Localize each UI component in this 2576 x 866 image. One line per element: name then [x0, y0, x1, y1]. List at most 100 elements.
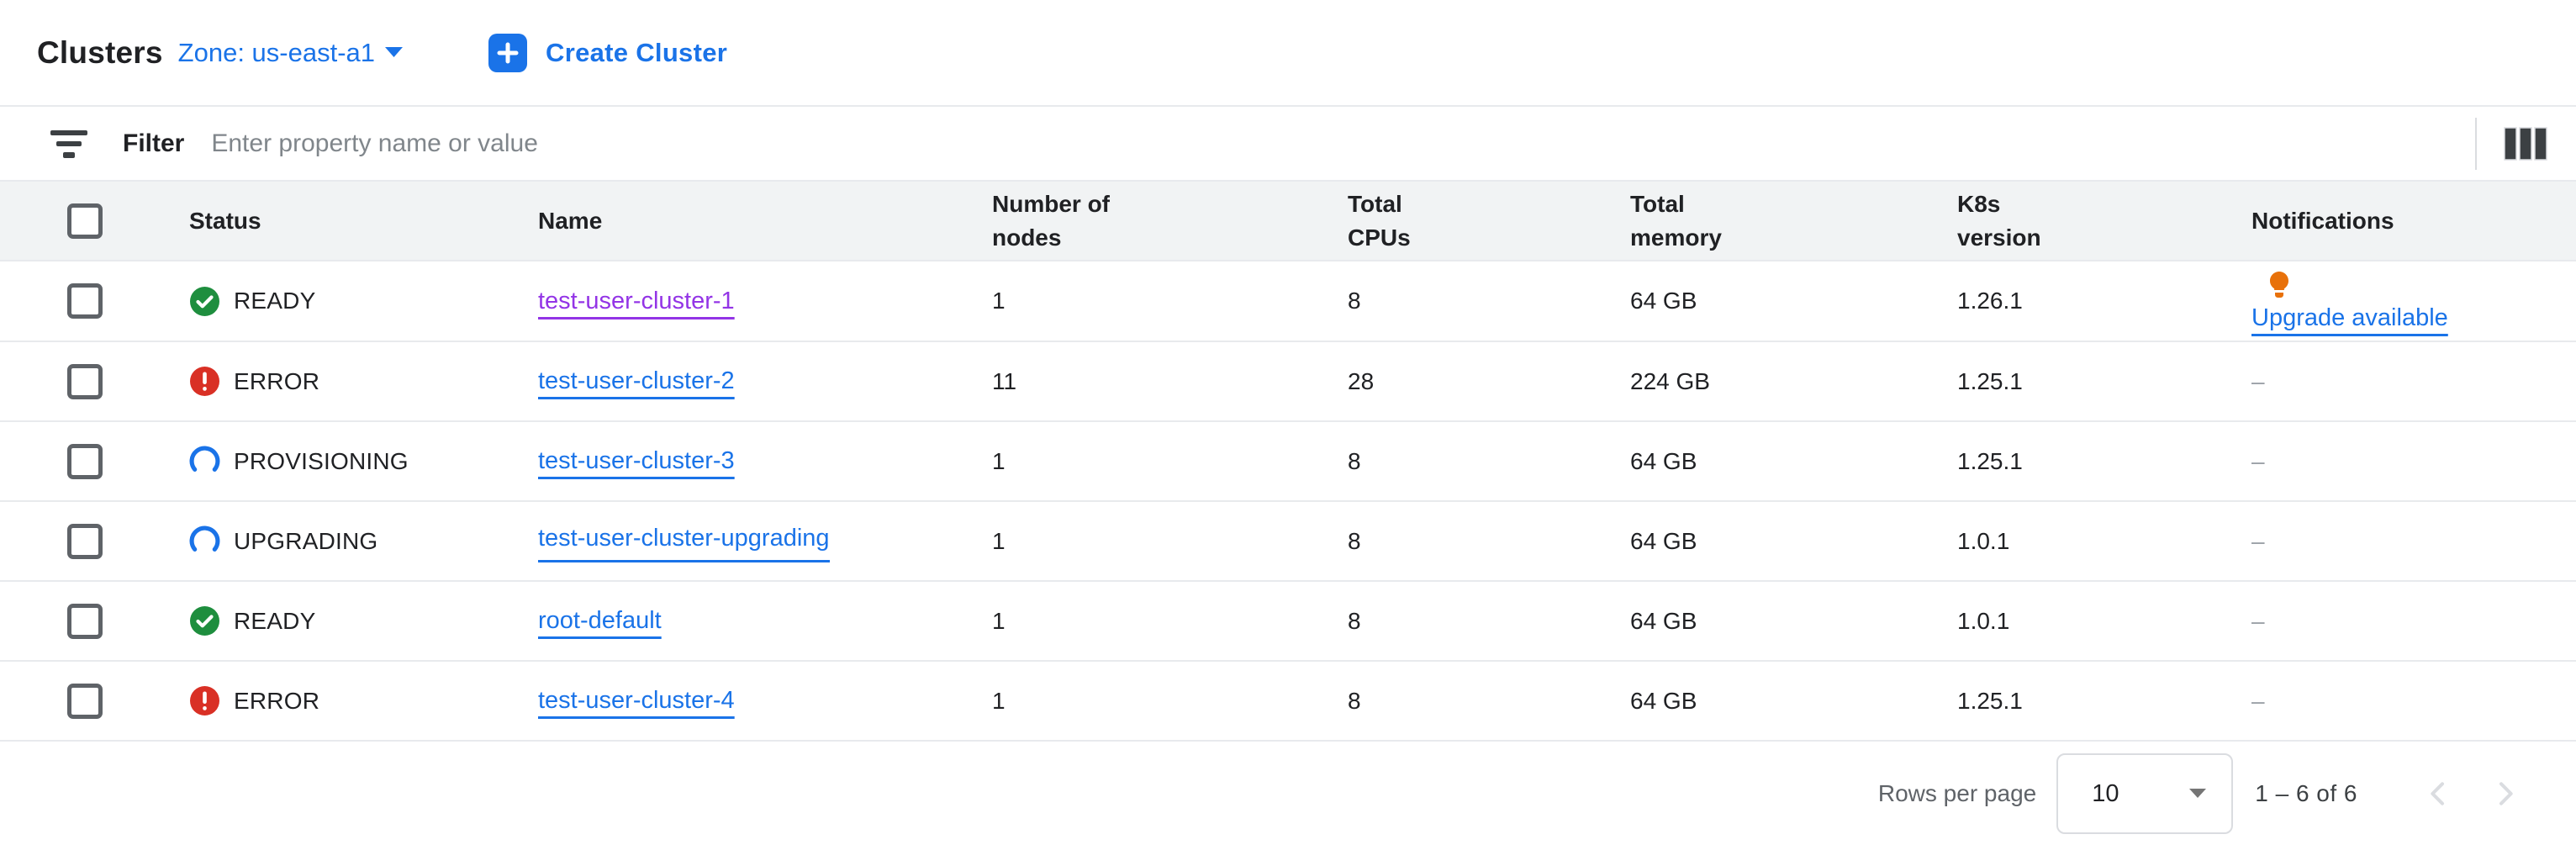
zone-selector-label: Zone: us-east-a1: [177, 37, 376, 67]
add-icon: [488, 33, 528, 72]
check-circle-icon: [190, 606, 219, 636]
table-header-row: Status Name Number of nodes Total CPUs T…: [0, 182, 2576, 261]
nodes-cell: 1: [992, 607, 1006, 634]
chevron-left-icon: [2431, 782, 2444, 805]
name-cell: test-user-cluster-upgrading: [538, 502, 992, 580]
rows-per-page-label: Rows per page: [1877, 780, 2037, 806]
rows-per-page-value: 10: [2092, 779, 2119, 807]
error-circle-icon: [190, 367, 219, 396]
row-checkbox[interactable]: [67, 523, 103, 559]
cluster-name-link[interactable]: test-user-cluster-2: [538, 367, 735, 394]
status-cell: READY: [189, 582, 538, 660]
nodes-cell: 1: [992, 687, 1006, 714]
table-body: READY test-user-cluster-1 1 8 64 GB 1.26.1 Upg…: [0, 261, 2576, 742]
cpus-cell: 8: [1348, 527, 1361, 554]
status-label: READY: [234, 607, 316, 634]
previous-page-button[interactable]: [2421, 777, 2455, 811]
notifications-cell: –: [2251, 502, 2576, 580]
lightbulb-icon: [2270, 272, 2288, 298]
select-all-checkbox[interactable]: [67, 203, 103, 239]
cluster-name-link[interactable]: test-user-cluster-1: [538, 287, 735, 314]
zone-selector[interactable]: Zone: us-east-a1: [177, 37, 404, 68]
filter-icon: [50, 129, 87, 158]
k8s-version-cell: 1.0.1: [1957, 527, 2010, 554]
table-row: READY test-user-cluster-1 1 8 64 GB 1.26.1 Upg…: [0, 261, 2576, 342]
check-circle-icon: [190, 286, 219, 316]
create-cluster-button[interactable]: Create Cluster: [488, 33, 728, 72]
memory-cell: 64 GB: [1630, 288, 1697, 314]
name-cell: test-user-cluster-1: [538, 261, 992, 341]
notifications-cell: –: [2251, 342, 2576, 420]
status-label: ERROR: [234, 687, 320, 714]
upgrade-available-link[interactable]: Upgrade available: [2251, 304, 2448, 331]
filter-bar: Filter: [0, 107, 2576, 182]
row-checkbox[interactable]: [67, 283, 103, 319]
status-label: ERROR: [234, 367, 320, 394]
cluster-name-link[interactable]: test-user-cluster-4: [538, 687, 735, 714]
k8s-version-cell: 1.25.1: [1957, 687, 2023, 714]
cluster-name-link[interactable]: root-default: [538, 607, 662, 634]
notifications-cell: –: [2251, 662, 2576, 740]
title-bar: Clusters Zone: us-east-a1 Create Cluster: [0, 0, 2576, 107]
row-checkbox[interactable]: [67, 603, 103, 639]
name-cell: test-user-cluster-3: [538, 422, 992, 500]
name-cell: test-user-cluster-4: [538, 662, 992, 740]
cluster-name-link[interactable]: test-user-cluster-upgrading: [538, 520, 830, 563]
row-checkbox[interactable]: [67, 363, 103, 399]
column-header-status: Status: [189, 207, 261, 234]
status-label: READY: [234, 288, 316, 314]
notification-empty: –: [2251, 607, 2265, 634]
notification-upgrade: Upgrade available: [2251, 270, 2448, 332]
row-checkbox[interactable]: [67, 683, 103, 719]
status-cell: ERROR: [189, 662, 538, 740]
status-cell: PROVISIONING: [189, 422, 538, 500]
cluster-name-link[interactable]: test-user-cluster-3: [538, 447, 735, 474]
column-header-nodes: Number of nodes: [992, 190, 1110, 251]
progress-spinner-icon: [189, 446, 220, 477]
status-cell: UPGRADING: [189, 502, 538, 580]
column-display-icon: [2504, 126, 2547, 161]
notifications-cell: Upgrade available: [2251, 261, 2576, 341]
filter-input[interactable]: [211, 129, 2475, 158]
k8s-version-cell: 1.25.1: [1957, 447, 2023, 474]
notification-empty: –: [2251, 687, 2265, 714]
rows-per-page-select[interactable]: 10: [2056, 753, 2234, 834]
cpus-cell: 8: [1348, 687, 1361, 714]
create-cluster-label: Create Cluster: [546, 37, 728, 67]
column-header-memory: Total memory: [1630, 190, 1722, 251]
cpus-cell: 8: [1348, 607, 1361, 634]
memory-cell: 64 GB: [1630, 687, 1697, 714]
chevron-right-icon: [2499, 782, 2513, 805]
column-header-cpus: Total CPUs: [1348, 190, 1411, 251]
memory-cell: 64 GB: [1630, 527, 1697, 554]
table-row: PROVISIONING test-user-cluster-3 1 8 64 GB 1.…: [0, 422, 2576, 502]
next-page-button[interactable]: [2489, 777, 2522, 811]
dropdown-arrow-icon: [2189, 789, 2207, 798]
table-row: UPGRADING test-user-cluster-upgrading 1 8 64…: [0, 502, 2576, 582]
column-display-button[interactable]: [2499, 122, 2552, 166]
row-checkbox[interactable]: [67, 443, 103, 479]
cpus-cell: 8: [1348, 447, 1361, 474]
notification-empty: –: [2251, 527, 2265, 554]
k8s-version-cell: 1.0.1: [1957, 607, 2010, 634]
pagination-bar: Rows per page 10 1 – 6 of 6: [0, 742, 2576, 846]
chevron-down-icon: [385, 47, 404, 57]
memory-cell: 64 GB: [1630, 447, 1697, 474]
table-row: ERROR test-user-cluster-2 11 28 224 GB 1.25.1…: [0, 342, 2576, 422]
page-title: Clusters: [37, 34, 163, 70]
progress-spinner-icon: [189, 525, 220, 557]
k8s-version-cell: 1.26.1: [1957, 288, 2023, 314]
column-header-k8s: K8s version: [1957, 190, 2041, 251]
cpus-cell: 8: [1348, 288, 1361, 314]
cpus-cell: 28: [1348, 367, 1375, 394]
nodes-cell: 1: [992, 288, 1006, 314]
status-cell: READY: [189, 261, 538, 341]
toolbar-divider: [2475, 117, 2477, 170]
k8s-version-cell: 1.25.1: [1957, 367, 2023, 394]
name-cell: test-user-cluster-2: [538, 342, 992, 420]
nodes-cell: 11: [992, 367, 1017, 394]
notification-empty: –: [2251, 447, 2265, 474]
page-range-text: 1 – 6 of 6: [2255, 780, 2357, 806]
memory-cell: 224 GB: [1630, 367, 1710, 394]
